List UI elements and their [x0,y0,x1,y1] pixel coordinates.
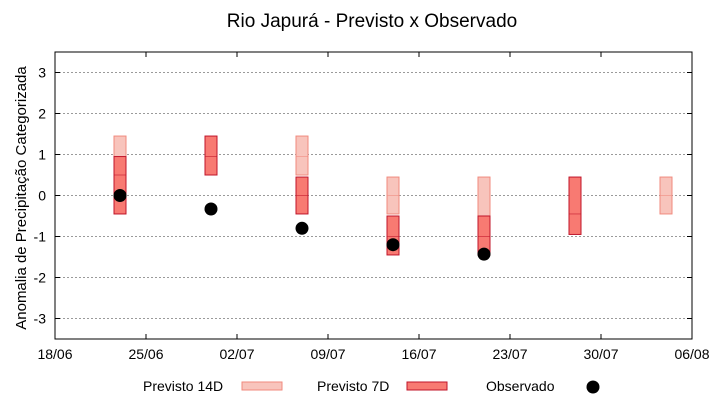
legend: Previsto 14D Previsto 7D Observado [143,378,600,394]
y-tick-label: 1 [38,147,46,163]
y-axis-ticks: -3 -2 -1 0 1 2 3 [34,65,692,327]
legend-swatch-0 [241,381,283,391]
range-bar-previsto-7d-1 [204,135,218,176]
y-tick-label: 0 [38,188,46,204]
x-tick-label: 06/08 [674,346,709,362]
legend-label-0: Previsto 14D [143,378,223,394]
y-axis-label: Anomalia de Precipitação Categorizada [13,66,30,330]
observed-point-0 [113,189,127,202]
range-bar-previsto-7d-5 [568,176,582,235]
legend-swatch-2 [586,380,600,394]
plot-frame [54,51,693,340]
observed-point-3 [386,238,400,252]
legend-label-2: Observado [486,378,555,394]
x-axis-ticks: 18/06 25/06 02/07 09/07 16/07 23/07 30/07 06/08 [37,52,710,362]
y-tick-label: 3 [38,65,46,81]
x-tick-label: 02/07 [219,346,254,362]
range-bar-previsto-14d-1 [295,135,309,176]
observed-point-2 [295,221,309,235]
x-tick-label: 18/06 [37,346,72,362]
observed-point-4 [477,247,491,261]
x-tick-label: 09/07 [310,346,345,362]
y-tick-label: -1 [34,229,47,245]
plot-marks [113,135,673,261]
legend-swatch-1 [406,381,448,391]
observed-point-1 [204,202,218,216]
chart-title: Rio Japurá - Previsto x Observado [227,11,517,32]
x-tick-label: 30/07 [583,346,618,362]
y-tick-label: 2 [38,106,46,122]
x-tick-label: 25/06 [128,346,163,362]
y-tick-label: -2 [34,270,47,286]
x-tick-label: 16/07 [401,346,436,362]
range-bar-previsto-7d-0 [113,156,127,215]
x-tick-label: 23/07 [492,346,527,362]
y-tick-label: -3 [34,311,47,327]
legend-label-1: Previsto 7D [317,378,389,394]
grid-lines [55,72,692,319]
